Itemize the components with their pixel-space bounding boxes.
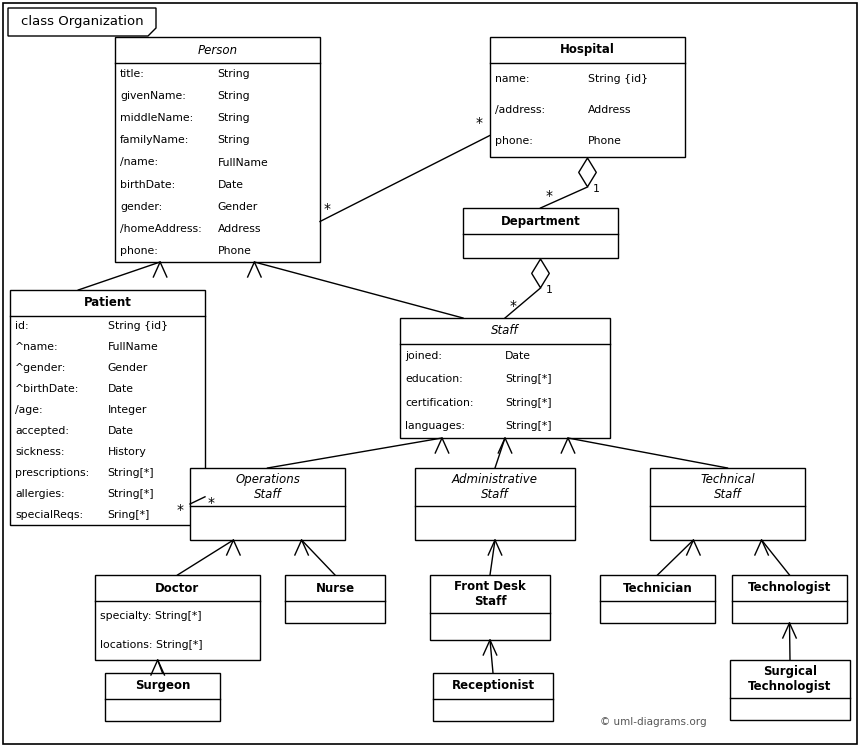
Text: Phone: Phone — [218, 246, 251, 256]
Bar — [600, 575, 715, 623]
Bar — [463, 208, 618, 258]
Text: Person: Person — [198, 43, 237, 57]
Text: *: * — [476, 117, 483, 131]
Text: phone:: phone: — [495, 137, 533, 146]
Text: Doctor: Doctor — [156, 581, 200, 595]
Text: String[*]: String[*] — [108, 489, 154, 499]
Text: ^name:: ^name: — [15, 342, 58, 353]
Text: title:: title: — [120, 69, 144, 79]
Text: specialReqs:: specialReqs: — [15, 509, 83, 520]
Text: *: * — [177, 503, 184, 517]
Bar — [10, 290, 205, 525]
Text: locations: String[*]: locations: String[*] — [100, 640, 203, 650]
Text: familyName:: familyName: — [120, 135, 189, 146]
Text: FullName: FullName — [218, 158, 268, 167]
Text: phone:: phone: — [120, 246, 158, 256]
Bar — [95, 575, 260, 660]
Text: languages:: languages: — [405, 421, 465, 431]
Text: String[*]: String[*] — [505, 421, 551, 431]
Text: Staff: Staff — [491, 324, 519, 338]
Text: Operations
Staff: Operations Staff — [235, 473, 300, 501]
Text: ^gender:: ^gender: — [15, 363, 66, 374]
Text: gender:: gender: — [120, 202, 163, 211]
Text: History: History — [108, 447, 146, 457]
Text: education:: education: — [405, 374, 463, 384]
Bar — [285, 575, 385, 623]
Text: *: * — [324, 202, 331, 217]
Text: Nurse: Nurse — [316, 581, 354, 595]
Bar — [430, 575, 550, 640]
Text: Date: Date — [505, 351, 531, 361]
Bar — [732, 575, 847, 623]
Text: String {id}: String {id} — [587, 74, 648, 84]
Text: middleName:: middleName: — [120, 114, 194, 123]
Text: Date: Date — [108, 384, 133, 394]
Bar — [650, 468, 805, 540]
Text: Address: Address — [218, 224, 261, 234]
Text: /age:: /age: — [15, 405, 43, 415]
Text: name:: name: — [495, 74, 530, 84]
Text: joined:: joined: — [405, 351, 442, 361]
Text: Department: Department — [501, 214, 580, 228]
Text: class Organization: class Organization — [21, 16, 144, 28]
Text: FullName: FullName — [108, 342, 158, 353]
Polygon shape — [531, 259, 550, 288]
Bar — [433, 673, 553, 721]
Text: Hospital: Hospital — [560, 43, 615, 57]
Text: certification:: certification: — [405, 397, 474, 408]
Text: specialty: String[*]: specialty: String[*] — [100, 611, 201, 621]
Text: Patient: Patient — [83, 297, 132, 309]
Text: Phone: Phone — [587, 137, 622, 146]
Text: ^birthDate:: ^birthDate: — [15, 384, 79, 394]
Text: String[*]: String[*] — [505, 374, 551, 384]
Bar — [105, 673, 220, 721]
Text: Surgeon: Surgeon — [135, 680, 190, 692]
Bar — [115, 37, 320, 262]
Text: Front Desk
Staff: Front Desk Staff — [454, 580, 525, 608]
Text: Address: Address — [587, 105, 631, 115]
Text: Gender: Gender — [218, 202, 258, 211]
Text: Technical
Staff: Technical Staff — [700, 473, 755, 501]
Text: String: String — [218, 69, 250, 79]
Text: © uml-diagrams.org: © uml-diagrams.org — [600, 717, 707, 727]
Text: /address:: /address: — [495, 105, 545, 115]
Text: String: String — [218, 114, 250, 123]
Text: String[*]: String[*] — [505, 397, 551, 408]
Text: Integer: Integer — [108, 405, 147, 415]
Text: givenName:: givenName: — [120, 91, 186, 101]
Text: prescriptions:: prescriptions: — [15, 468, 89, 478]
Text: Date: Date — [218, 179, 243, 190]
Text: String {id}: String {id} — [108, 321, 168, 332]
Text: *: * — [510, 299, 517, 313]
Text: 1: 1 — [545, 285, 552, 295]
Text: /name:: /name: — [120, 158, 158, 167]
Text: Administrative
Staff: Administrative Staff — [452, 473, 538, 501]
Text: sickness:: sickness: — [15, 447, 64, 457]
Text: accepted:: accepted: — [15, 426, 69, 436]
Text: Technologist: Technologist — [748, 581, 831, 595]
Text: Gender: Gender — [108, 363, 148, 374]
Text: Receptionist: Receptionist — [452, 680, 535, 692]
Text: Date: Date — [108, 426, 133, 436]
Text: String[*]: String[*] — [108, 468, 154, 478]
Polygon shape — [579, 158, 596, 187]
Polygon shape — [8, 8, 156, 36]
Text: id:: id: — [15, 321, 28, 332]
Text: String: String — [218, 135, 250, 146]
Bar — [190, 468, 345, 540]
Bar — [415, 468, 575, 540]
Text: 1: 1 — [593, 184, 599, 194]
Bar — [400, 318, 610, 438]
Text: *: * — [545, 189, 552, 203]
Text: /homeAddress:: /homeAddress: — [120, 224, 202, 234]
Text: birthDate:: birthDate: — [120, 179, 175, 190]
Bar — [490, 37, 685, 157]
Text: String: String — [218, 91, 250, 101]
Text: Surgical
Technologist: Surgical Technologist — [748, 665, 832, 693]
Bar — [730, 660, 850, 720]
Text: Sring[*]: Sring[*] — [108, 509, 150, 520]
Text: allergies:: allergies: — [15, 489, 64, 499]
Text: *: * — [208, 496, 215, 509]
Text: Technician: Technician — [623, 581, 692, 595]
